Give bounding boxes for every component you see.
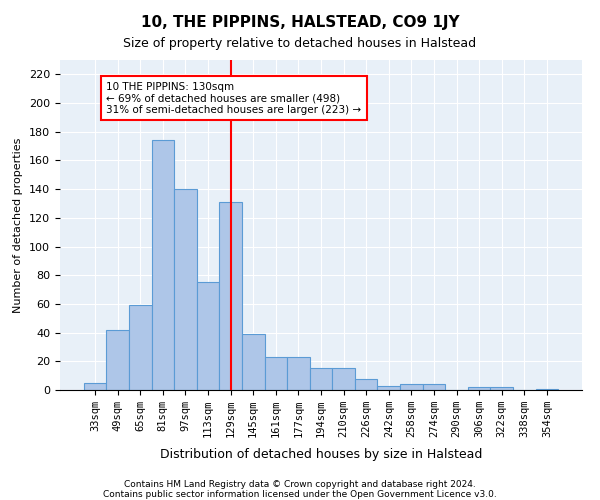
Bar	[106, 330, 129, 390]
Y-axis label: Number of detached properties: Number of detached properties	[13, 138, 23, 312]
Bar	[220, 202, 242, 390]
Text: Contains HM Land Registry data © Crown copyright and database right 2024.: Contains HM Land Registry data © Crown c…	[124, 480, 476, 489]
Bar	[332, 368, 355, 390]
Bar	[242, 334, 265, 390]
Bar	[468, 387, 490, 390]
Bar	[265, 357, 287, 390]
Bar	[400, 384, 422, 390]
Bar	[287, 357, 310, 390]
Bar	[174, 189, 197, 390]
Bar	[536, 388, 558, 390]
Bar	[355, 378, 377, 390]
Bar	[422, 384, 445, 390]
Bar	[197, 282, 220, 390]
Bar	[310, 368, 332, 390]
Bar	[152, 140, 174, 390]
Bar	[490, 387, 513, 390]
Bar	[129, 306, 152, 390]
Text: Contains public sector information licensed under the Open Government Licence v3: Contains public sector information licen…	[103, 490, 497, 499]
X-axis label: Distribution of detached houses by size in Halstead: Distribution of detached houses by size …	[160, 448, 482, 462]
Text: Size of property relative to detached houses in Halstead: Size of property relative to detached ho…	[124, 38, 476, 51]
Text: 10 THE PIPPINS: 130sqm
← 69% of detached houses are smaller (498)
31% of semi-de: 10 THE PIPPINS: 130sqm ← 69% of detached…	[106, 82, 361, 114]
Text: 10, THE PIPPINS, HALSTEAD, CO9 1JY: 10, THE PIPPINS, HALSTEAD, CO9 1JY	[140, 15, 460, 30]
Bar	[377, 386, 400, 390]
Bar	[84, 383, 106, 390]
